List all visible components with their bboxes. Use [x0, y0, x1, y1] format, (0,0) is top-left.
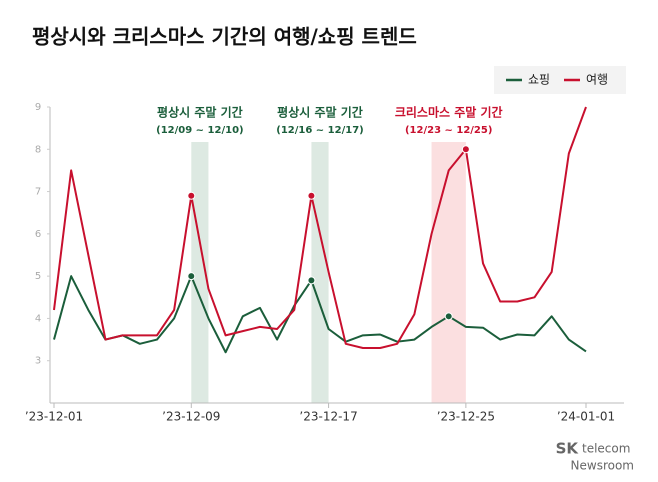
x-tick-label: ’23-12-25	[437, 410, 495, 424]
annotation-label: 크리스마스 주말 기간	[395, 105, 503, 120]
highlight-band	[431, 142, 466, 403]
y-tick-label: 9	[35, 102, 41, 113]
highlight-dot	[461, 145, 470, 154]
series-line	[53, 275, 587, 354]
footer-brand: SK	[556, 440, 580, 458]
y-tick-label: 5	[35, 271, 41, 282]
y-tick-label: 4	[35, 313, 41, 324]
highlight-dot	[307, 276, 316, 285]
legend-label: 여행	[586, 72, 608, 87]
y-tick-label: 3	[35, 356, 41, 367]
x-tick-label: ’23-12-01	[25, 410, 83, 424]
highlight-dot	[187, 272, 196, 281]
highlight-band	[191, 142, 209, 403]
annotation-sublabel: (12/09 ~ 12/10)	[156, 125, 243, 136]
chart-title: 평상시와 크리스마스 기간의 여행/쇼핑 트렌드	[32, 25, 417, 49]
y-tick-label: 7	[35, 187, 41, 198]
annotation-label: 평상시 주말 기간	[157, 105, 243, 120]
y-tick-label: 8	[35, 144, 41, 155]
annotation-sublabel: (12/16 ~ 12/17)	[276, 125, 363, 136]
series-line	[53, 106, 587, 350]
highlight-dot	[307, 191, 316, 200]
x-tick-label: ’23-12-17	[299, 410, 357, 424]
annotation-label: 평상시 주말 기간	[277, 105, 363, 120]
highlight-dot	[187, 191, 196, 200]
annotation-sublabel: (12/23 ~ 12/25)	[405, 125, 492, 136]
footer-name: Newsroom	[571, 459, 634, 473]
footer-brand-sub: telecom	[582, 442, 630, 456]
x-tick-label: ’24-01-01	[557, 410, 615, 424]
y-tick-label: 6	[35, 229, 41, 240]
legend-label: 쇼핑	[528, 73, 550, 87]
highlight-band	[311, 142, 329, 403]
highlight-dot	[444, 312, 453, 321]
x-tick-label: ’23-12-09	[162, 410, 220, 424]
